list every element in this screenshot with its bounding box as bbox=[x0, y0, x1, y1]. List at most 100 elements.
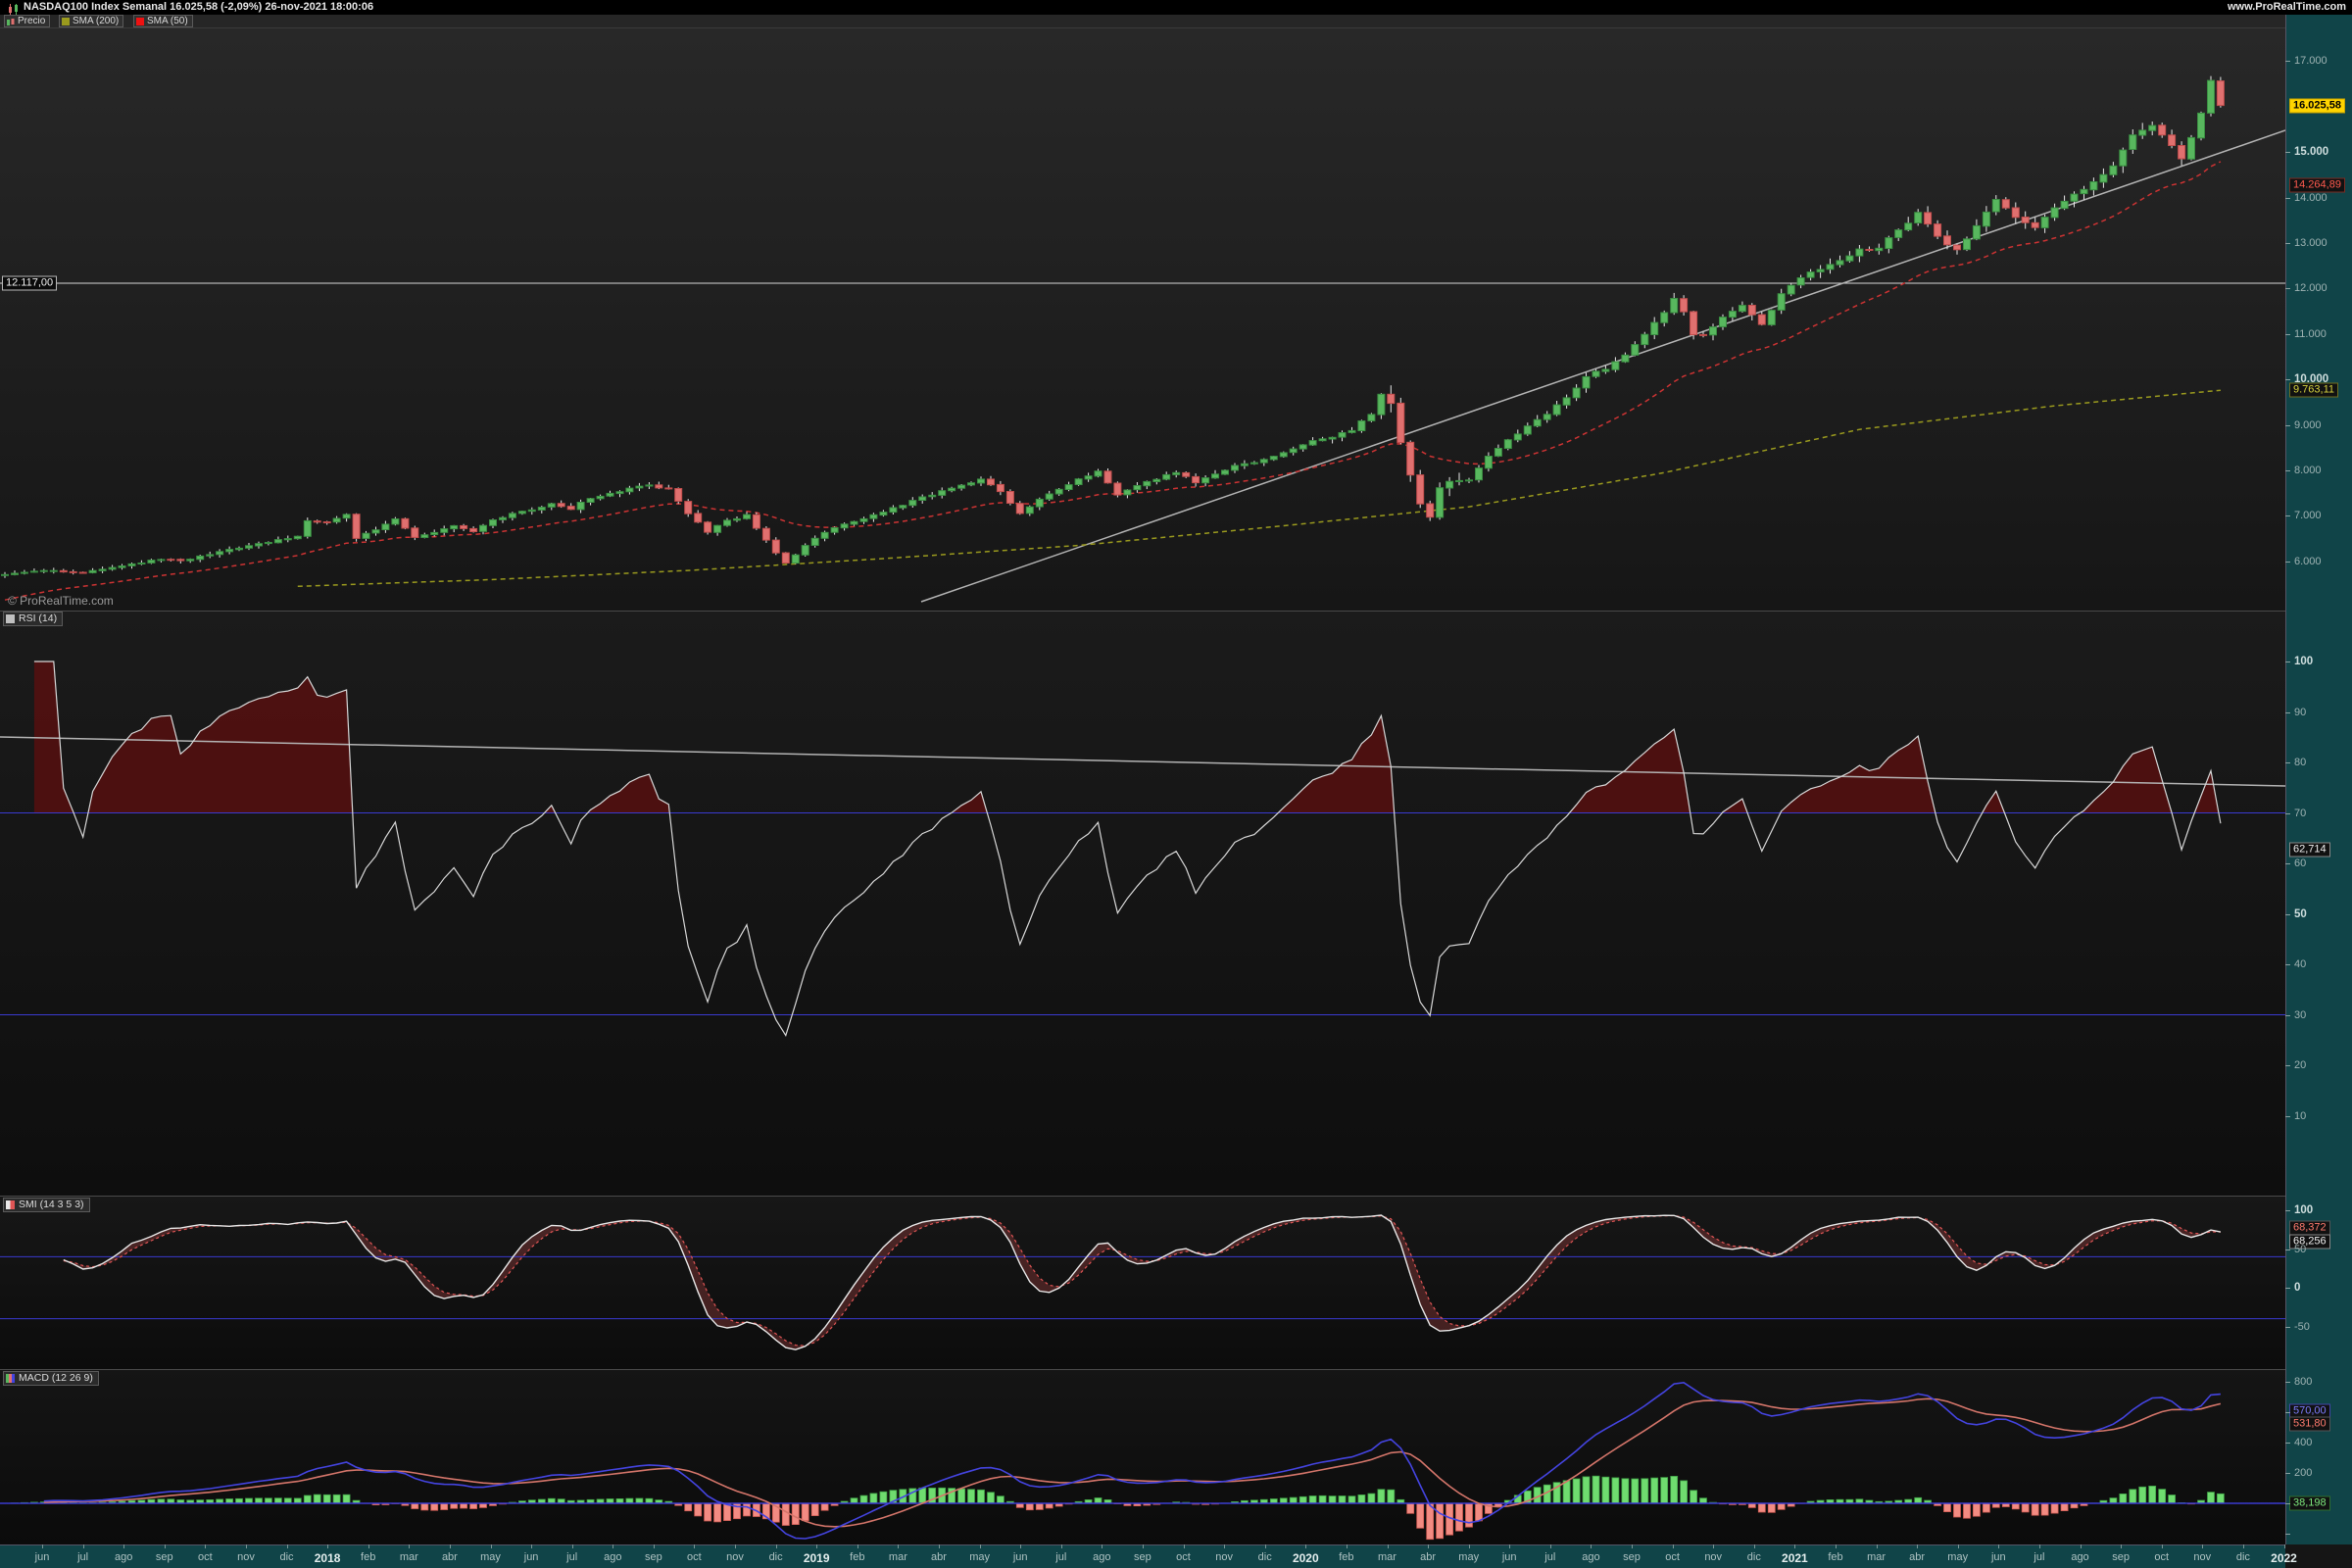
time-axis-month-label: ago bbox=[604, 1551, 622, 1563]
time-axis-tick bbox=[123, 1544, 125, 1548]
time-axis-tick bbox=[1713, 1544, 1715, 1548]
macd-indicator-chip[interactable]: MACD (12 26 9) bbox=[3, 1371, 99, 1386]
rsi-axis-tick-label: 100 bbox=[2294, 656, 2314, 667]
time-axis-month-label: ago bbox=[2071, 1551, 2089, 1563]
macd-axis-tick-label: 800 bbox=[2294, 1375, 2313, 1388]
price-axis-tick-label: 17.000 bbox=[2294, 55, 2328, 68]
price-axis-tick-label: 10.000 bbox=[2294, 373, 2329, 386]
time-axis-tick bbox=[1753, 1544, 1755, 1548]
time-axis-year-label: 2021 bbox=[1782, 1551, 1808, 1565]
website-link[interactable]: www.ProRealTime.com bbox=[2227, 1, 2346, 13]
rsi-axis-tick-label: 80 bbox=[2294, 757, 2307, 768]
time-axis-tick bbox=[1346, 1544, 1348, 1548]
time-axis-month-label: oct bbox=[198, 1551, 213, 1563]
price-axis-tick-label: 15.000 bbox=[2294, 146, 2329, 159]
time-axis-month-label: abr bbox=[1909, 1551, 1926, 1563]
time-axis-month-label: sep bbox=[2112, 1551, 2130, 1563]
time-axis-tick bbox=[1917, 1544, 1919, 1548]
time-axis-month-label: dic bbox=[279, 1551, 294, 1563]
time-axis-month-label: may bbox=[1947, 1551, 1969, 1563]
time-axis-tick bbox=[1428, 1544, 1430, 1548]
legend-sma50-label: SMA (50) bbox=[147, 16, 188, 26]
price-axis-tick-label: 7.000 bbox=[2294, 510, 2322, 522]
time-axis-month-label: mar bbox=[1378, 1551, 1396, 1563]
rsi-axis-tick-label: 50 bbox=[2294, 907, 2307, 920]
legend-price-chip[interactable]: Precio bbox=[4, 15, 51, 27]
macd-axis-tick-dash bbox=[2285, 1442, 2290, 1444]
price-axis-tick-label: 6.000 bbox=[2294, 555, 2322, 567]
time-axis-month-label: may bbox=[480, 1551, 501, 1563]
time-axis-month-label: jun bbox=[1012, 1551, 1028, 1563]
time-axis-month-label: oct bbox=[1665, 1551, 1680, 1563]
time-axis-tick bbox=[1632, 1544, 1633, 1548]
price-axis-tick-dash bbox=[2285, 288, 2290, 290]
time-axis-month-label: ago bbox=[115, 1551, 133, 1563]
smi-axis-tick-label: -50 bbox=[2294, 1320, 2310, 1333]
time-axis-tick bbox=[1794, 1544, 1796, 1548]
time-axis-month-label: ago bbox=[1093, 1551, 1111, 1563]
price-axis-tick-label: 11.000 bbox=[2294, 327, 2327, 340]
time-axis-month-label: oct bbox=[1176, 1551, 1191, 1563]
time-axis-year-label: 2019 bbox=[803, 1551, 830, 1565]
time-axis-month-label: nov bbox=[2193, 1551, 2212, 1563]
time-axis-tick bbox=[1876, 1544, 1878, 1548]
macd-axis-tick-label: 200 bbox=[2294, 1467, 2313, 1479]
macd-color-icon bbox=[6, 1374, 15, 1383]
rsi-axis-tick-dash bbox=[2285, 762, 2290, 763]
time-axis-tick bbox=[2242, 1544, 2244, 1548]
time-axis-month-label: nov bbox=[237, 1551, 255, 1563]
time-axis-tick bbox=[694, 1544, 696, 1548]
time-axis-tick bbox=[1672, 1544, 1674, 1548]
smi-label: SMI (14 3 5 3) bbox=[19, 1199, 84, 1210]
time-axis-tick bbox=[1387, 1544, 1389, 1548]
smi-indicator-chip[interactable]: SMI (14 3 5 3) bbox=[3, 1198, 90, 1212]
time-axis-month-label: dic bbox=[2235, 1551, 2250, 1563]
time-axis-tick bbox=[816, 1544, 818, 1548]
time-axis-year-label: 2018 bbox=[314, 1551, 341, 1565]
sma200-value-label: 9.763,11 bbox=[2289, 382, 2339, 398]
rsi-axis-tick-dash bbox=[2285, 711, 2290, 713]
time-axis-tick bbox=[2121, 1544, 2123, 1548]
rsi-axis-tick-dash bbox=[2285, 863, 2290, 864]
rsi-panel[interactable] bbox=[0, 611, 2285, 1196]
macd-hist-value-label: 38,198 bbox=[2289, 1495, 2330, 1511]
time-axis-year-label: 2022 bbox=[2271, 1551, 2297, 1565]
price-panel[interactable] bbox=[0, 27, 2285, 610]
time-axis-month-label: mar bbox=[1867, 1551, 1886, 1563]
price-axis-tick-label: 12.000 bbox=[2294, 282, 2328, 295]
price-axis-tick-dash bbox=[2285, 243, 2290, 244]
time-axis-month-label: jul bbox=[77, 1551, 89, 1563]
time-axis-tick bbox=[612, 1544, 614, 1548]
title-bar: NASDAQ100 Index Semanal 16.025,58 (-2,09… bbox=[0, 0, 2352, 15]
price-axis-column[interactable] bbox=[2285, 15, 2352, 1544]
rsi-axis-tick-dash bbox=[2285, 1065, 2290, 1066]
rsi-indicator-chip[interactable]: RSI (14) bbox=[3, 612, 64, 626]
smi-axis-tick-label: 0 bbox=[2294, 1282, 2301, 1294]
time-axis-tick bbox=[2202, 1544, 2204, 1548]
time-axis-tick bbox=[2038, 1544, 2040, 1548]
time-axis-tick bbox=[898, 1544, 900, 1548]
time-axis-month-label: jul bbox=[1055, 1551, 1067, 1563]
smi-axis-tick-dash bbox=[2285, 1326, 2290, 1328]
smi-signal-value-label: 68,256 bbox=[2289, 1234, 2330, 1250]
legend-sma200-label: SMA (200) bbox=[73, 16, 120, 26]
time-axis-month-label: jun bbox=[1501, 1551, 1517, 1563]
time-axis-month-label: abr bbox=[441, 1551, 458, 1563]
time-axis-tick bbox=[571, 1544, 573, 1548]
smi-panel[interactable] bbox=[0, 1196, 2285, 1369]
legend-sma200-chip[interactable]: SMA (200) bbox=[59, 15, 124, 27]
time-axis-month-label: oct bbox=[2154, 1551, 2170, 1563]
rsi-value-label: 62,714 bbox=[2289, 842, 2330, 858]
legend-price-label: Precio bbox=[18, 16, 46, 26]
macd-line-value-label: 570,00 bbox=[2289, 1403, 2330, 1418]
time-axis-tick bbox=[1020, 1544, 1022, 1548]
price-level-label[interactable]: 12.117,00 bbox=[2, 275, 58, 291]
price-axis-tick-dash bbox=[2285, 379, 2290, 381]
time-axis-month-label: sep bbox=[155, 1551, 173, 1563]
time-axis-month-label: dic bbox=[1746, 1551, 1761, 1563]
current-price-label: 16.025,58 bbox=[2289, 98, 2345, 114]
price-axis-tick-label: 8.000 bbox=[2294, 465, 2322, 476]
time-axis-tick bbox=[2283, 1544, 2285, 1548]
legend-sma50-chip[interactable]: SMA (50) bbox=[133, 15, 193, 27]
